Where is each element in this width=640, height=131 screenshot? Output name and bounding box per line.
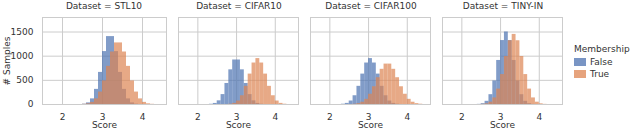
svg-text:3: 3 — [497, 111, 504, 122]
html-text:True: True — [590, 69, 610, 79]
svg-text:1000: 1000 — [11, 51, 34, 61]
svg-text:4: 4 — [140, 112, 146, 122]
html-text:Dataset = CIFAR100: Dataset = CIFAR100 — [325, 1, 417, 11]
svg-text:3: 3 — [233, 111, 240, 122]
svg-text:3: 3 — [365, 111, 372, 122]
svg-text:# Samples: # Samples — [2, 36, 12, 85]
svg-text:4: 4 — [536, 112, 542, 122]
svg-text:3: 3 — [99, 111, 106, 122]
html-text:Membership: Membership — [574, 44, 630, 54]
svg-text:4: 4 — [272, 112, 278, 122]
svg-text:2: 2 — [60, 112, 66, 122]
svg-text:Score: Score — [490, 120, 516, 130]
svg-text:2: 2 — [459, 112, 465, 122]
svg-text:2: 2 — [195, 112, 201, 122]
svg-text:1500: 1500 — [11, 27, 34, 37]
svg-text:2: 2 — [327, 112, 333, 122]
html-text:Dataset = CIFAR10: Dataset = CIFAR10 — [196, 1, 282, 11]
svg-text:Score: Score — [358, 120, 384, 130]
html-text:False: False — [590, 57, 613, 67]
svg-text:0: 0 — [28, 99, 34, 109]
svg-text:500: 500 — [16, 75, 33, 85]
html-text:Dataset = TINY-IN: Dataset = TINY-IN — [462, 1, 544, 11]
svg-text:Score: Score — [226, 120, 252, 130]
html-text:Dataset = STL10: Dataset = STL10 — [65, 1, 143, 11]
svg-text:4: 4 — [404, 112, 410, 122]
svg-text:Score: Score — [92, 120, 118, 130]
